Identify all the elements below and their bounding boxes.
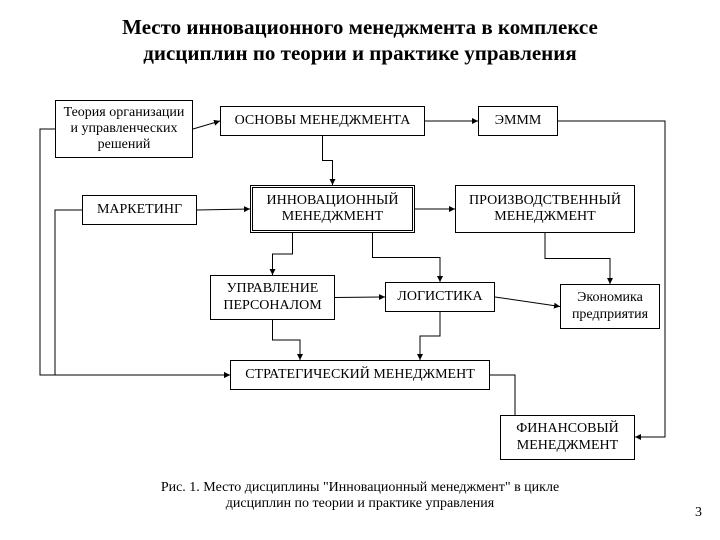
caption-text: Рис. 1. Место дисциплины "Инновационный … <box>161 480 559 511</box>
node-innov: ИННОВАЦИОННЫЙ МЕНЕДЖМЕНТ <box>250 185 415 233</box>
node-theory: Теория организации и управленческих реше… <box>55 100 193 158</box>
node-logistics: ЛОГИСТИКА <box>385 282 495 312</box>
node-strategy: СТРАТЕГИЧЕСКИЙ МЕНЕДЖМЕНТ <box>230 360 490 390</box>
figure-caption: Рис. 1. Место дисциплины "Инновационный … <box>130 480 590 512</box>
title-line-1: Место инновационного менеджмента в компл… <box>122 15 598 39</box>
page-number: 3 <box>695 505 702 521</box>
node-marketing: МАРКЕТИНГ <box>82 195 197 225</box>
node-emmm: ЭМММ <box>478 106 558 136</box>
node-econ: Экономика предприятия <box>560 284 660 329</box>
title-line-2: дисциплин по теории и практике управлени… <box>143 41 576 65</box>
page-title: Место инновационного менеджмента в компл… <box>40 14 680 67</box>
node-basics: ОСНОВЫ МЕНЕДЖМЕНТА <box>220 106 425 136</box>
node-finance: ФИНАНСОВЫЙ МЕНЕДЖМЕНТ <box>500 415 635 460</box>
node-prod: ПРОИЗВОДСТВЕННЫЙ МЕНЕДЖМЕНТ <box>455 185 635 233</box>
node-hr: УПРАВЛЕНИЕ ПЕРСОНАЛОМ <box>210 275 335 320</box>
